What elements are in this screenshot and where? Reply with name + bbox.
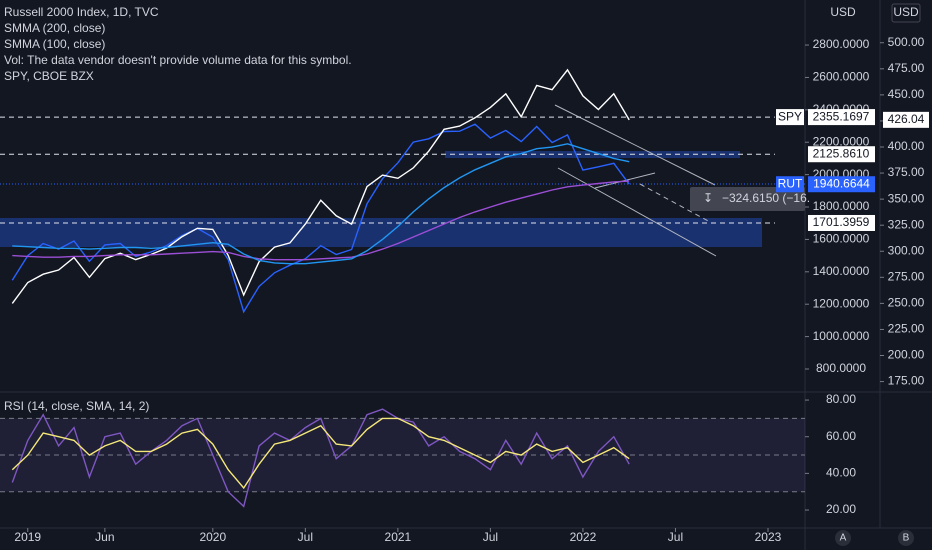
x-tick-label: 2021 (385, 530, 412, 544)
x-tick-label: Jul (298, 530, 313, 544)
y2-tick-label: 350.00 (888, 191, 925, 205)
trendline (554, 104, 716, 186)
price-label: 2125.8610 (813, 146, 870, 160)
price-tag-box (776, 109, 804, 126)
y-tick-label: 20.00 (826, 502, 856, 516)
y2-tick-label: 250.00 (888, 296, 925, 310)
legend-entry: SPY, CBOE BZX (4, 69, 94, 83)
measure-box (690, 187, 805, 211)
y2-tick-label: 450.00 (888, 87, 925, 101)
y2-tick-label: 225.00 (888, 322, 925, 336)
series-line (11, 408, 630, 508)
y-tick-label: 40.00 (826, 466, 856, 480)
y-tick-label: 1600.0000 (813, 232, 870, 246)
x-tick-label: 2019 (14, 530, 41, 544)
series-line (12, 180, 630, 261)
currency-button[interactable] (830, 4, 856, 22)
last-price: 426.04 (888, 112, 925, 126)
trendline (594, 172, 656, 189)
series-line (11, 417, 630, 490)
y2-tick-label: 400.00 (888, 139, 925, 153)
plot (0, 68, 805, 508)
currency-button[interactable] (891, 3, 921, 23)
y2-tick-label: 375.00 (888, 165, 925, 179)
last-price-box (808, 176, 875, 193)
trendline (557, 167, 717, 257)
price-label: 1701.3959 (813, 215, 870, 229)
y-tick-label: 800.0000 (816, 361, 866, 375)
series-line (11, 123, 630, 314)
scale-label[interactable]: B (903, 533, 910, 544)
y-tick-label: 60.00 (826, 429, 856, 443)
vol-note: Vol: The data vendor doesn't provide vol… (4, 53, 352, 67)
y2-tick-label: 300.00 (888, 243, 925, 257)
auto-scale-label[interactable]: A (840, 533, 847, 544)
y-tick-label: 2200.0000 (813, 134, 870, 148)
y2-tick-label: 275.00 (888, 269, 925, 283)
last-price-box (883, 111, 929, 128)
measure-icon: ↧ (703, 191, 713, 205)
scale-button[interactable] (898, 530, 914, 546)
y2-tick-label: 325.00 (888, 217, 925, 231)
y-tick-label: 2800.0000 (813, 37, 870, 51)
series-tag-box (776, 176, 804, 193)
y-tick-label: 1200.0000 (813, 296, 870, 310)
projection (639, 183, 711, 223)
x-tick-label: Jul (668, 530, 683, 544)
last-price: 1940.6644 (813, 176, 870, 190)
price-tag: SPY (778, 109, 802, 123)
measure-label: −324.6150 (−16. (722, 191, 810, 205)
y-tick-label: 2600.0000 (813, 70, 870, 84)
y2-tick-label: 500.00 (888, 35, 925, 49)
currency-label[interactable]: USD (830, 5, 856, 19)
zone (0, 218, 762, 247)
y2-tick-label: 475.00 (888, 61, 925, 75)
y2-tick-label: 200.00 (888, 348, 925, 362)
price-label-box (808, 109, 875, 126)
chart-title: Russell 2000 Index, 1D, TVC (4, 5, 159, 19)
price-label-box (808, 146, 875, 163)
x-tick-label: Jun (95, 530, 114, 544)
x-tick-label: 2020 (199, 530, 226, 544)
legend-entry: SMMA (200, close) (4, 21, 105, 35)
y-tick-label: 80.00 (826, 392, 856, 406)
zone (445, 151, 740, 158)
y-tick-label: 1000.0000 (813, 329, 870, 343)
y-tick-label: 1400.0000 (813, 264, 870, 278)
x-tick-label: 2022 (570, 530, 597, 544)
price-label-box (808, 214, 875, 231)
y2-tick-label: 175.00 (888, 374, 925, 388)
currency-label[interactable]: USD (893, 5, 919, 19)
series-tag: RUT (778, 176, 803, 190)
x-tick-label: 2023 (755, 530, 782, 544)
rsi-title: RSI (14, close, SMA, 14, 2) (4, 399, 149, 413)
auto-scale-button[interactable] (835, 530, 851, 546)
y-tick-label: 1800.0000 (813, 199, 870, 213)
series-line (12, 143, 630, 265)
legend-entry: SMMA (100, close) (4, 37, 105, 51)
x-tick-label: Jul (483, 530, 498, 544)
price-label: 2355.1697 (813, 109, 870, 123)
